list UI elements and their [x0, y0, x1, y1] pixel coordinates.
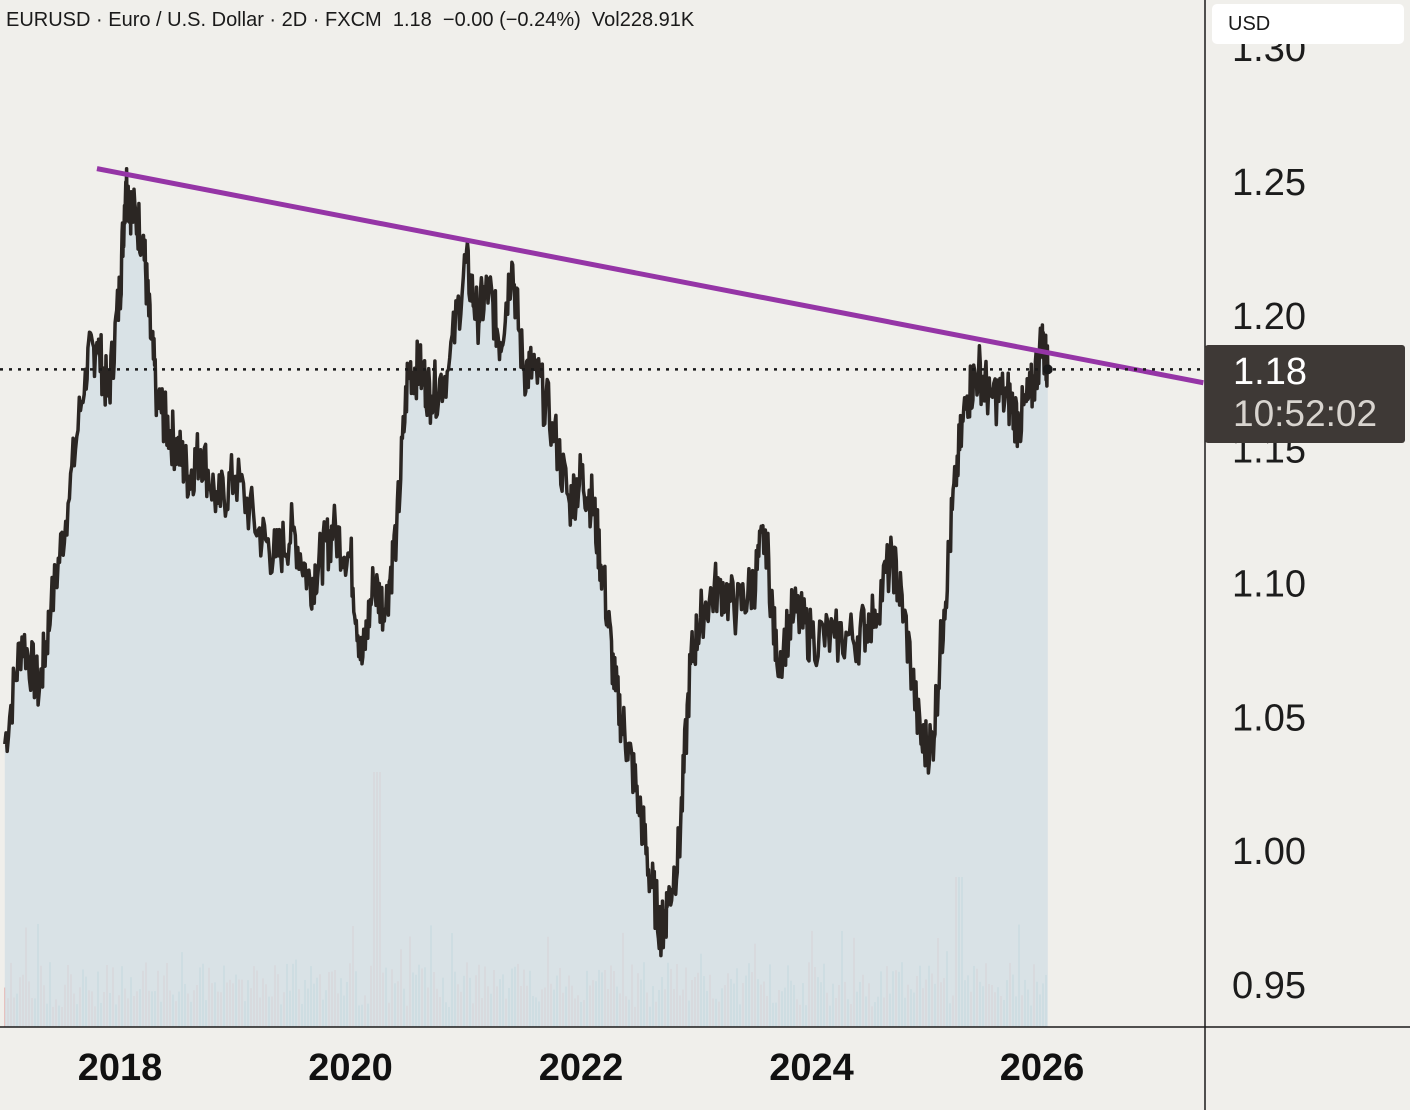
price-line-series	[3, 166, 1050, 958]
price-tick-label: 1.25	[1232, 162, 1306, 204]
change-percent: (−0.24%)	[499, 9, 581, 31]
price-tick-label: 1.05	[1232, 697, 1306, 739]
price-area-fill	[4, 168, 1048, 1027]
bar-countdown: 10:52:02	[1233, 393, 1378, 434]
change-value: −0.00	[442, 9, 494, 31]
price-tick-label: 1.00	[1232, 831, 1306, 873]
price-tick-label: 1.20	[1232, 296, 1306, 338]
last-value: 1.18	[392, 9, 432, 31]
time-tick-label: 2022	[539, 1047, 624, 1089]
currency-label: USD	[1228, 13, 1271, 35]
last-price-marker	[1042, 364, 1053, 375]
last-price-label: 1.18 10:52:02	[1205, 345, 1405, 443]
last-price-value: 1.18	[1233, 351, 1307, 393]
symbol-header: EURUSD · Euro / U.S. Dollar · 2D · FXCM …	[6, 9, 694, 32]
price-tick-label: 1.10	[1232, 564, 1306, 606]
price-tick-label: 0.95	[1232, 965, 1306, 1007]
symbol-name: Euro / U.S. Dollar	[108, 9, 264, 31]
time-tick-label: 2018	[78, 1047, 163, 1089]
resistance-trendline[interactable]	[96, 166, 1204, 386]
time-tick-label: 2020	[308, 1047, 393, 1089]
volume-value: Vol228.91K	[591, 9, 695, 31]
header-sep: ·	[96, 9, 103, 31]
currency-selector[interactable]: USD	[1212, 4, 1404, 44]
header-sep: ·	[312, 9, 320, 31]
interval-label[interactable]: 2D	[281, 9, 308, 31]
time-tick-label: 2026	[1000, 1047, 1085, 1089]
exchange-label: FXCM	[325, 9, 382, 31]
symbol-ticker[interactable]: EURUSD	[6, 9, 91, 31]
time-tick-label: 2024	[769, 1047, 854, 1089]
header-sep: ·	[269, 9, 277, 31]
price-axis[interactable]: 0.951.001.051.101.151.201.251.30	[1232, 28, 1306, 1007]
time-axis[interactable]: 2018 2020 2022 2024 2026	[78, 1047, 1085, 1089]
